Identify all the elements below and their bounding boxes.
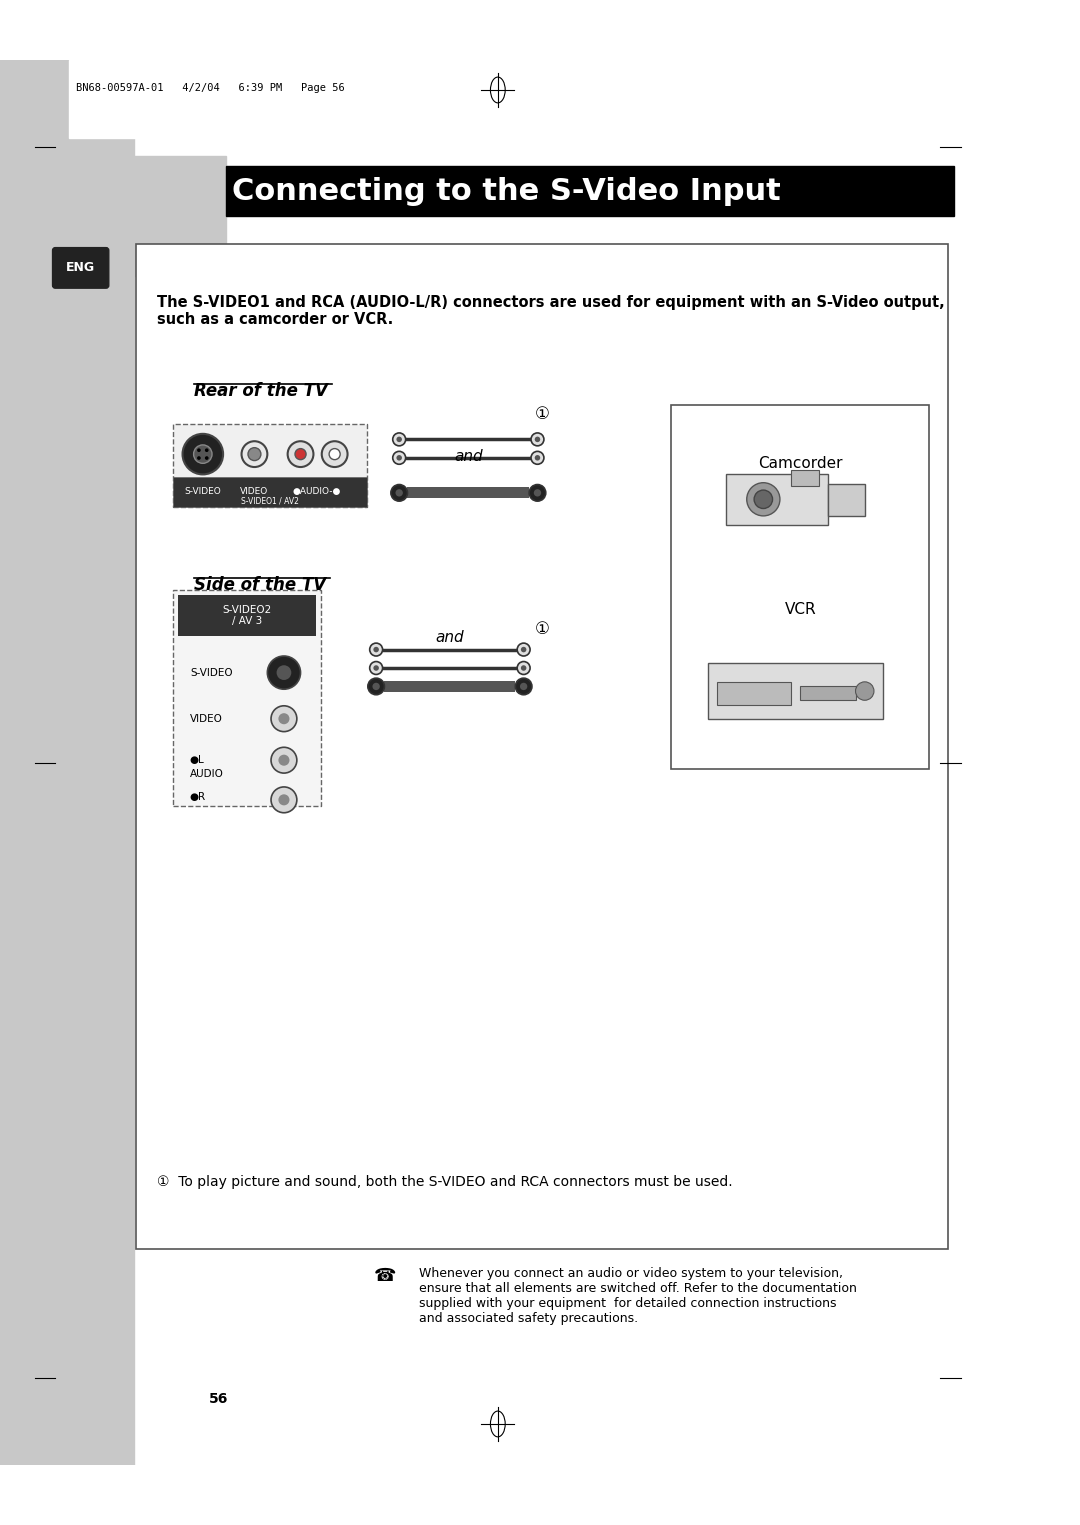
Bar [727,474,828,525]
Bar [173,590,321,807]
Text: VIDEO: VIDEO [241,488,269,497]
Text: ENG: ENG [66,261,95,274]
Text: ●L: ●L [190,755,205,766]
Bar [0,59,134,1466]
Text: ●R: ●R [190,791,206,802]
Circle shape [368,679,384,695]
Bar [134,157,226,276]
Text: and: and [435,630,464,645]
Text: Rear of the TV: Rear of the TV [193,383,327,400]
Circle shape [395,490,403,497]
Circle shape [295,448,306,459]
Bar [800,686,855,700]
Text: ☎: ☎ [374,1267,395,1286]
Circle shape [373,683,380,691]
Text: Connecting to the S-Video Input: Connecting to the S-Video Input [232,177,781,206]
Text: S-VIDEO2
/ AV 3: S-VIDEO2 / AV 3 [222,604,272,627]
Circle shape [517,644,530,656]
Circle shape [205,456,208,461]
Circle shape [193,445,212,464]
Circle shape [391,485,407,502]
Text: BN68-00597A-01   4/2/04   6:39 PM   Page 56: BN68-00597A-01 4/2/04 6:39 PM Page 56 [76,82,345,93]
Circle shape [369,644,382,656]
Circle shape [369,662,382,674]
Text: and: and [454,448,483,464]
Circle shape [515,679,532,695]
Circle shape [746,483,780,515]
Circle shape [531,433,544,445]
Bar [69,59,996,137]
Circle shape [271,706,297,732]
Circle shape [855,682,874,700]
Text: The S-VIDEO1 and RCA (AUDIO-L/R) connectors are used for equipment with an S-Vid: The S-VIDEO1 and RCA (AUDIO-L/R) connect… [157,294,945,326]
Bar [178,595,316,636]
Bar [708,663,883,718]
Circle shape [329,448,340,459]
Bar [717,682,791,705]
Bar [791,470,819,486]
Circle shape [279,795,289,805]
Bar [828,483,865,515]
Circle shape [205,448,208,451]
Circle shape [287,441,313,467]
Text: ①  To play picture and sound, both the S-VIDEO and RCA connectors must be used.: ① To play picture and sound, both the S-… [157,1174,732,1190]
Circle shape [197,456,201,461]
Circle shape [248,448,261,461]
Bar [136,244,948,1249]
Circle shape [393,433,406,445]
Circle shape [531,451,544,464]
Polygon shape [199,1368,239,1415]
Circle shape [183,433,224,474]
Circle shape [396,436,402,442]
Circle shape [374,647,379,653]
Circle shape [322,441,348,467]
Text: S-VIDEO1 / AV2: S-VIDEO1 / AV2 [241,497,299,506]
Text: ①: ① [535,406,550,424]
Circle shape [393,451,406,464]
Circle shape [271,747,297,773]
Circle shape [517,662,530,674]
Bar [173,477,367,506]
Bar [407,488,529,499]
Text: Camcorder: Camcorder [758,456,842,471]
Circle shape [534,490,541,497]
Text: VCR: VCR [784,602,816,616]
Circle shape [529,485,545,502]
Text: S-VIDEO: S-VIDEO [190,668,232,677]
Circle shape [276,665,292,680]
Circle shape [374,665,379,671]
Circle shape [279,755,289,766]
Circle shape [754,490,772,508]
Circle shape [279,714,289,724]
Text: S-VIDEO: S-VIDEO [185,488,221,497]
Circle shape [519,683,527,691]
Circle shape [521,665,526,671]
Bar [671,406,929,770]
Circle shape [396,454,402,461]
Text: ①: ① [535,621,550,637]
Text: AUDIO: AUDIO [190,769,224,779]
Circle shape [242,441,268,467]
Circle shape [535,454,540,461]
Text: VIDEO: VIDEO [190,714,222,724]
Circle shape [271,787,297,813]
Bar [384,680,515,692]
Text: Side of the TV: Side of the TV [193,576,326,593]
Bar [226,166,954,217]
Circle shape [268,656,300,689]
Circle shape [521,647,526,653]
FancyBboxPatch shape [53,247,109,288]
Bar [173,424,367,506]
Text: 56: 56 [208,1391,228,1406]
Text: Whenever you connect an audio or video system to your television,
ensure that al: Whenever you connect an audio or video s… [419,1267,858,1325]
Text: ●AUDIO-●: ●AUDIO-● [293,488,341,497]
Circle shape [535,436,540,442]
Circle shape [197,448,201,451]
